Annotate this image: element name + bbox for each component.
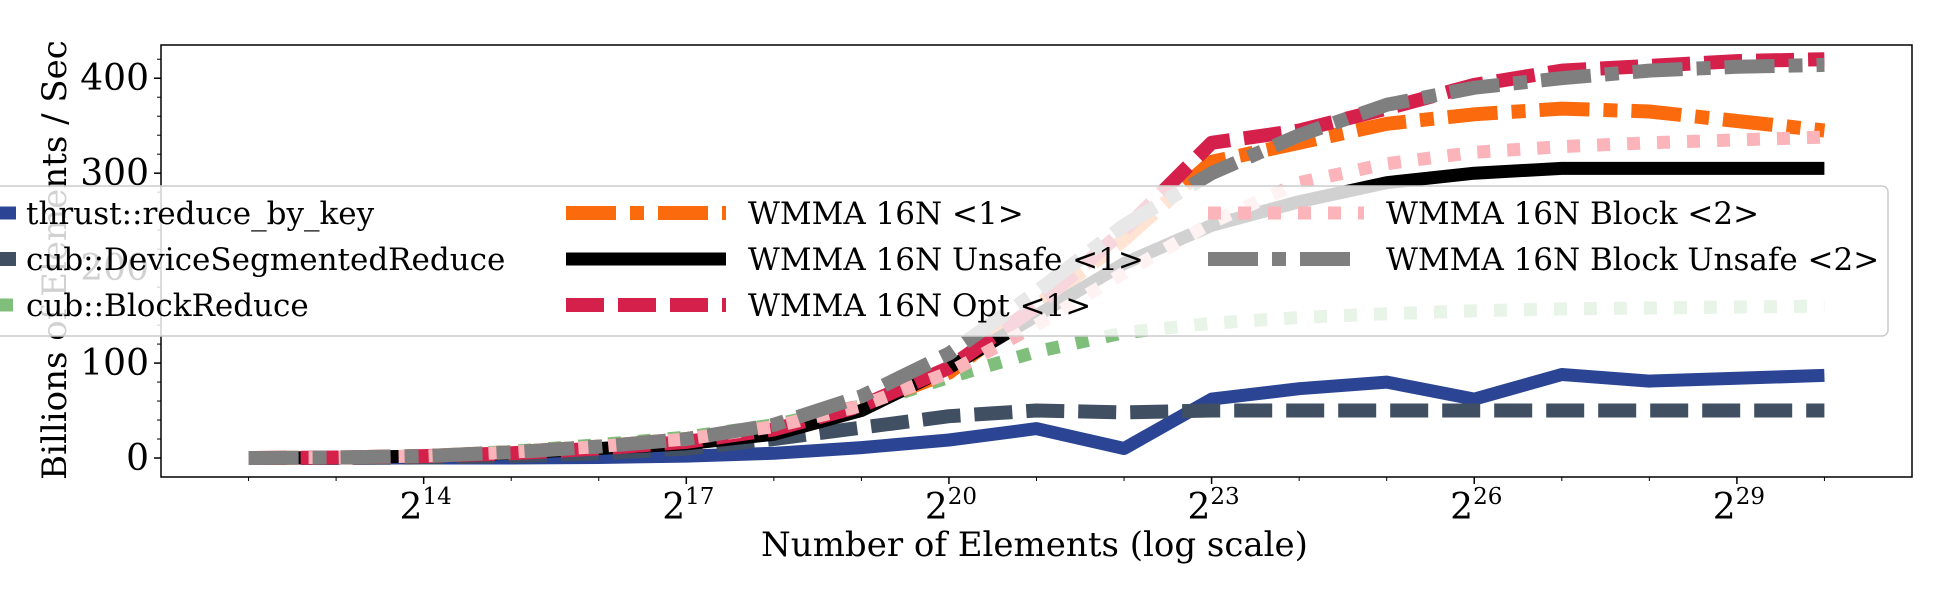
x-tick-exponent: 14	[422, 484, 451, 510]
x-tick-label: 226	[1450, 484, 1502, 528]
x-tick-base: 2	[662, 487, 685, 528]
legend-label: WMMA 16N Opt <1>	[748, 288, 1091, 324]
x-tick-base: 2	[1450, 487, 1473, 528]
x-axis-label: Number of Elements (log scale)	[761, 525, 1308, 565]
y-tick-label: 100	[80, 343, 149, 384]
series-line-6	[248, 52, 1825, 465]
legend-label: WMMA 16N Unsafe <1>	[748, 242, 1144, 278]
legend-label: WMMA 16N <1>	[748, 196, 1024, 232]
x-tick-base: 2	[925, 487, 948, 528]
x-tick-base: 2	[1188, 487, 1211, 528]
legend-box	[0, 185, 1889, 337]
x-tick-exponent: 23	[1210, 484, 1239, 510]
series-line-8	[248, 57, 1825, 465]
x-tick-label: 223	[1188, 484, 1240, 528]
y-tick-label: 0	[126, 438, 149, 479]
x-tick-label: 229	[1713, 484, 1765, 528]
legend-label: cub::DeviceSegmentedReduce	[26, 242, 505, 278]
x-tick-base: 2	[400, 487, 423, 528]
legend: thrust::reduce_by_keycub::DeviceSegmente…	[0, 185, 1889, 337]
legend-label: WMMA 16N Block <2>	[1386, 196, 1759, 232]
x-tick-base: 2	[1713, 487, 1736, 528]
legend-label: cub::BlockReduce	[26, 288, 309, 324]
x-tick-exponent: 20	[948, 484, 977, 510]
legend-label: WMMA 16N Block Unsafe <2>	[1386, 242, 1879, 278]
y-tick-label: 400	[80, 58, 149, 99]
x-tick-exponent: 26	[1473, 484, 1502, 510]
series-line-4	[248, 101, 1826, 465]
x-tick-label: 217	[662, 484, 714, 528]
legend-label: thrust::reduce_by_key	[26, 196, 375, 232]
x-tick-label: 214	[400, 484, 452, 528]
x-tick-exponent: 29	[1736, 484, 1765, 510]
x-tick-label: 220	[925, 484, 977, 528]
x-tick-exponent: 17	[685, 484, 714, 510]
x-axis: 214 217 220 223 226 229	[248, 477, 1825, 528]
